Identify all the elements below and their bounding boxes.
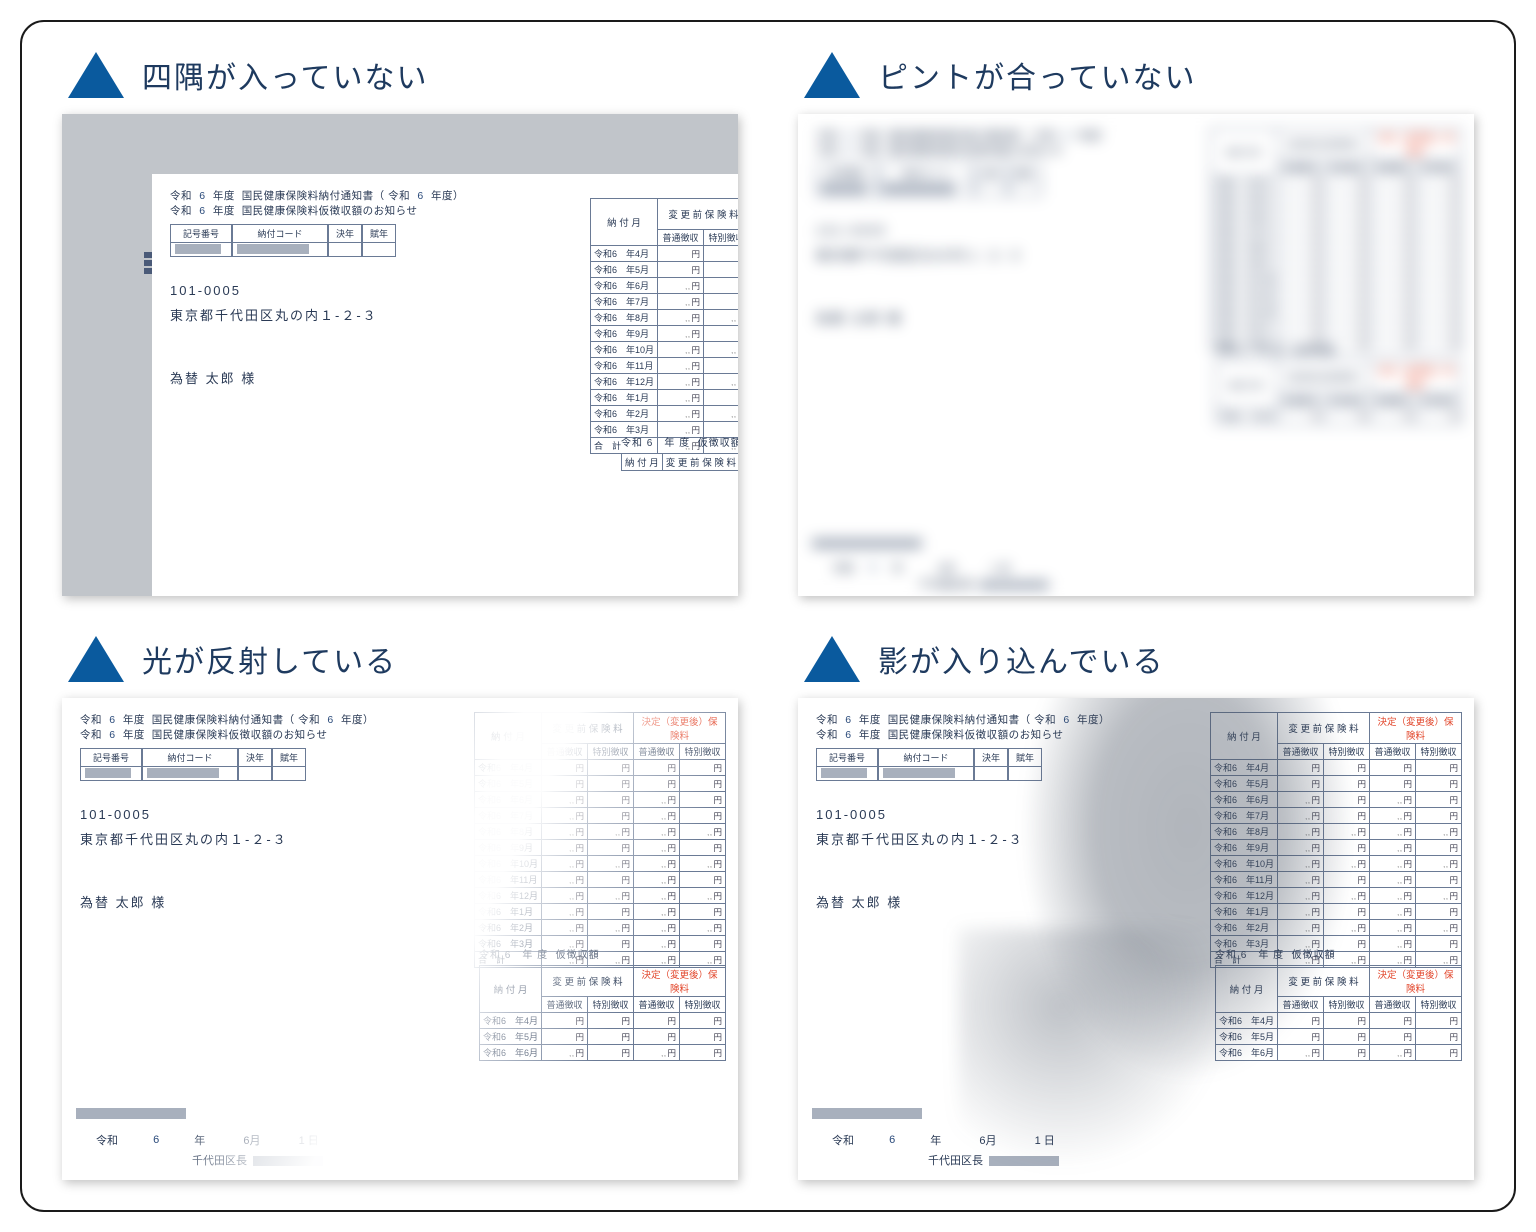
document-mock-glare: 令和 6 年度 国民健康保険料納付通知書（ 令和 6 年度） 令和 6 年度 国…	[62, 698, 738, 1180]
heading-2-text: ピントが合っていない	[878, 53, 1197, 97]
warning-triangle-icon	[804, 52, 860, 98]
preview-corners: 令和 6 年度 国民健康保険料納付通知書（ 令和 6 年度） 令和 6 年度 国…	[62, 114, 738, 596]
heading-4-text: 影が入り込んでいる	[878, 637, 1165, 681]
example-out-of-focus: ピントが合っていない 令和 6 年度 国民健康保険料納付通知書（ 令和 6 年度…	[798, 52, 1474, 596]
heading-1-text: 四隅が入っていない	[142, 53, 429, 97]
preview-blur: 令和 6 年度 国民健康保険料納付通知書（ 令和 6 年度） 令和 6 年度 国…	[798, 114, 1474, 596]
example-shadow: 影が入り込んでいる 令和 6 年度 国民健康保険料納付通知書（ 令和 6 年度）…	[798, 636, 1474, 1180]
warning-triangle-icon	[68, 636, 124, 682]
document-mock-shadow: 令和 6 年度 国民健康保険料納付通知書（ 令和 6 年度） 令和 6 年度 国…	[798, 698, 1474, 1180]
heading-3: 光が反射している	[62, 636, 738, 682]
payment-table: 納 付 月変 更 前 保 険 料決定（変更後）保険料 普通徴収特別徴収普通徴収 …	[590, 198, 738, 454]
example-glare: 光が反射している 令和 6 年度 国民健康保険料納付通知書（ 令和 6 年度） …	[62, 636, 738, 1180]
heading-4: 影が入り込んでいる	[798, 636, 1474, 682]
warning-triangle-icon	[804, 636, 860, 682]
preview-shadow: 令和 6 年度 国民健康保険料納付通知書（ 令和 6 年度） 令和 6 年度 国…	[798, 698, 1474, 1180]
examples-frame: 四隅が入っていない 令和 6 年度 国民健康保険料納付通知書（ 令和 6 年度）…	[20, 20, 1516, 1212]
heading-3-text: 光が反射している	[142, 637, 397, 681]
heading-2: ピントが合っていない	[798, 52, 1474, 98]
document-mock: 令和 6 年度 国民健康保険料納付通知書（ 令和 6 年度） 令和 6 年度 国…	[152, 174, 738, 596]
example-corners-missing: 四隅が入っていない 令和 6 年度 国民健康保険料納付通知書（ 令和 6 年度）…	[62, 52, 738, 596]
section2-header: 令和 6 年 度 仮徴収額 納 付 月変 更 前 保 険 料決定（変更後）保険料	[621, 434, 738, 467]
document-mock-blur: 令和 6 年度 国民健康保険料納付通知書（ 令和 6 年度） 令和 6 年度 国…	[798, 114, 1474, 596]
preview-glare: 令和 6 年度 国民健康保険料納付通知書（ 令和 6 年度） 令和 6 年度 国…	[62, 698, 738, 1180]
heading-1: 四隅が入っていない	[62, 52, 738, 98]
alignment-markers	[144, 252, 152, 274]
warning-triangle-icon	[68, 52, 124, 98]
